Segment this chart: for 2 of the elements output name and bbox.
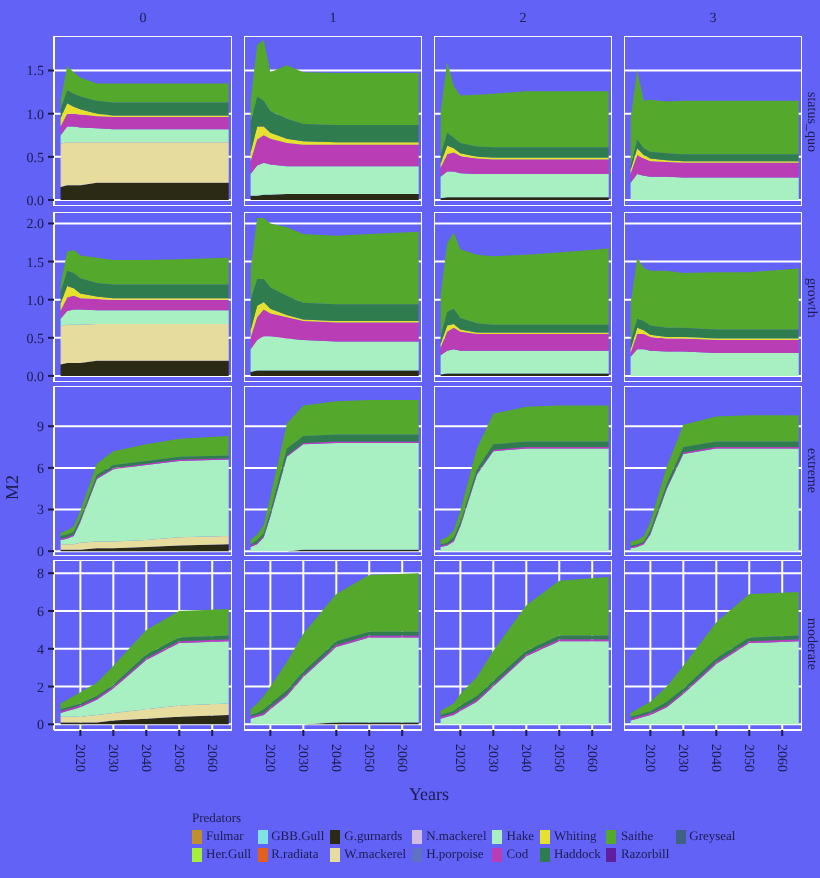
y-axis-title: M2 bbox=[2, 472, 22, 500]
x-axis-title: Years bbox=[406, 784, 452, 804]
